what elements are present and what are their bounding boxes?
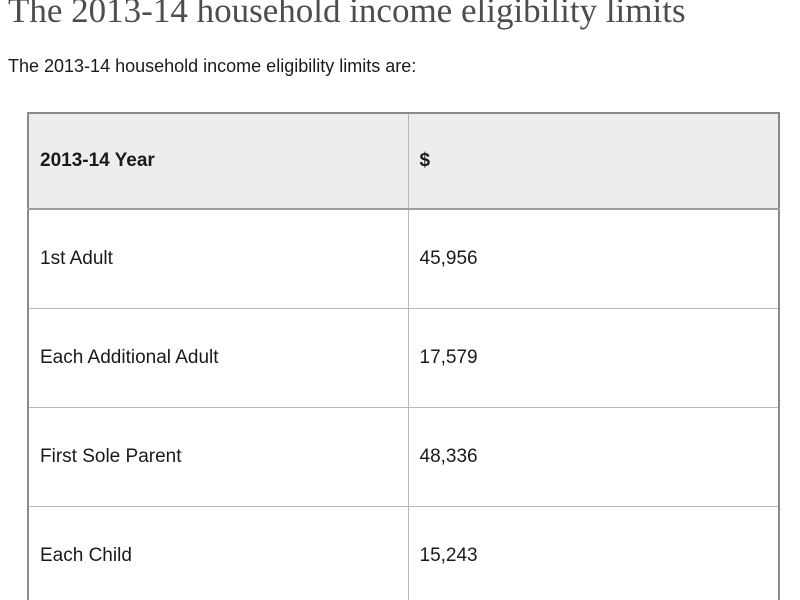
row-label: First Sole Parent xyxy=(27,407,409,507)
page-title: The 2013-14 household income eligibility… xyxy=(8,0,686,30)
header-cell-year: 2013-14 Year xyxy=(27,112,409,210)
income-limits-table: 2013-14 Year $ 1st Adult 45,956 Each Add… xyxy=(27,112,780,600)
row-label: 1st Adult xyxy=(27,208,409,309)
table-row: 1st Adult 45,956 xyxy=(27,208,780,309)
row-value: 45,956 xyxy=(407,208,780,309)
intro-text: The 2013-14 household income eligibility… xyxy=(8,56,417,76)
row-value: 17,579 xyxy=(407,308,780,408)
row-value: 48,336 xyxy=(407,407,780,507)
row-label: Each Child xyxy=(27,506,409,600)
table-header-row: 2013-14 Year $ xyxy=(27,112,780,210)
table-row: Each Additional Adult 17,579 xyxy=(27,308,780,408)
row-label: Each Additional Adult xyxy=(27,308,409,408)
row-value: 15,243 xyxy=(407,506,780,600)
table-row: First Sole Parent 48,336 xyxy=(27,407,780,507)
table-row: Each Child 15,243 xyxy=(27,506,780,600)
header-cell-amount: $ xyxy=(407,112,780,210)
